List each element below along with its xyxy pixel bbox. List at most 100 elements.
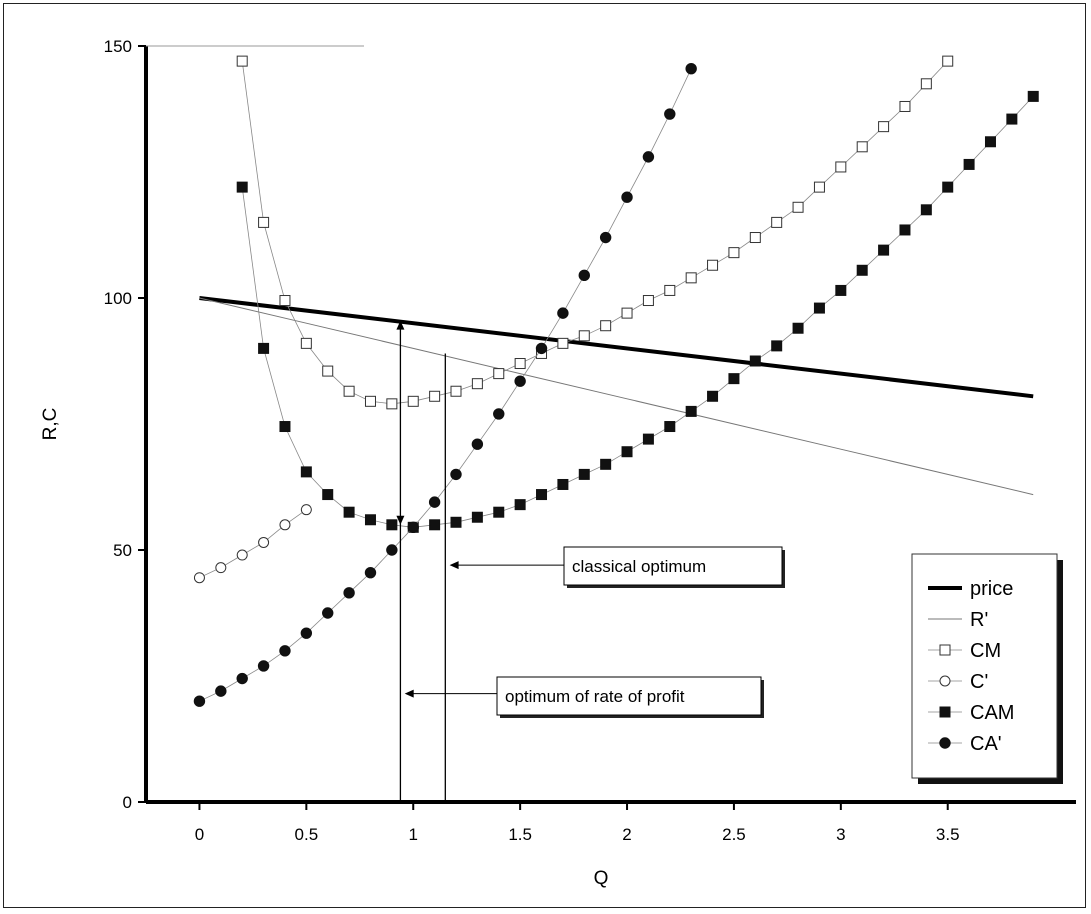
data-point bbox=[685, 272, 697, 284]
data-point bbox=[856, 264, 868, 276]
data-point bbox=[322, 489, 334, 501]
data-point bbox=[1027, 90, 1039, 102]
data-point bbox=[236, 549, 248, 561]
legend-swatch-marker bbox=[939, 675, 951, 687]
data-point bbox=[1006, 113, 1018, 125]
data-point bbox=[471, 378, 483, 390]
legend-swatch-marker bbox=[939, 644, 951, 656]
data-point bbox=[642, 151, 655, 163]
legend-item: C' bbox=[928, 671, 988, 693]
data-point bbox=[664, 421, 676, 433]
legend-label: C' bbox=[970, 671, 988, 693]
data-point bbox=[642, 433, 654, 445]
data-point bbox=[300, 337, 312, 349]
price-line bbox=[199, 296, 1034, 399]
legend-box bbox=[911, 553, 1058, 779]
figure-frame: 0 50 100 150 0 0.5 1 1.5 2 2.5 3 3.5 Q R,C classical … bbox=[3, 3, 1086, 908]
data-point bbox=[600, 320, 612, 332]
data-point bbox=[728, 247, 740, 259]
data-point bbox=[664, 284, 676, 296]
data-point bbox=[279, 421, 291, 433]
data-point bbox=[407, 521, 419, 534]
annotation-text: classical optimum bbox=[572, 557, 706, 576]
data-point bbox=[300, 466, 312, 478]
data-point bbox=[514, 499, 526, 511]
data-point bbox=[557, 337, 569, 349]
vertical-marker-1 bbox=[396, 320, 405, 802]
chart: 0 50 100 150 0 0.5 1 1.5 2 2.5 3 3.5 Q R,C classical … bbox=[40, 37, 1076, 889]
data-point bbox=[343, 506, 355, 518]
data-point bbox=[450, 516, 462, 528]
data-point bbox=[749, 232, 761, 244]
data-point bbox=[984, 136, 996, 148]
x-tick-label: 2.5 bbox=[722, 825, 746, 844]
data-point bbox=[322, 365, 334, 377]
y-tick-label: 100 bbox=[104, 289, 132, 308]
data-point bbox=[322, 607, 334, 619]
data-point bbox=[236, 672, 248, 685]
data-point bbox=[878, 121, 890, 133]
data-point bbox=[621, 191, 633, 203]
legend-label: CM bbox=[970, 640, 1001, 662]
data-point bbox=[685, 62, 697, 75]
arrow-head-up bbox=[396, 320, 405, 330]
data-point bbox=[942, 181, 954, 193]
annotation-2: optimum of rate of profit bbox=[404, 676, 764, 718]
legend-label: price bbox=[970, 578, 1013, 600]
data-point bbox=[621, 446, 633, 458]
series-connector-line bbox=[241, 60, 948, 405]
x-tick-label: 3.5 bbox=[936, 825, 960, 844]
legend-item: CA' bbox=[928, 733, 1002, 755]
data-point bbox=[920, 78, 932, 90]
data-point bbox=[813, 181, 825, 193]
series-thin-line bbox=[199, 297, 1034, 496]
data-point bbox=[386, 544, 398, 556]
data-point bbox=[215, 562, 227, 574]
series-filled-square bbox=[236, 90, 1039, 533]
annotation-arrow-head bbox=[449, 561, 459, 570]
data-point bbox=[878, 244, 890, 256]
data-point bbox=[257, 660, 270, 672]
data-point bbox=[920, 204, 932, 216]
data-point bbox=[621, 307, 633, 319]
data-point bbox=[429, 390, 441, 402]
data-point bbox=[578, 330, 590, 342]
data-point bbox=[685, 405, 697, 417]
data-point bbox=[407, 395, 419, 407]
data-point bbox=[386, 398, 398, 410]
legend-swatch-marker bbox=[939, 737, 951, 749]
legend: price R' CM C' CAM CA' bbox=[911, 553, 1063, 784]
x-tick-label: 0 bbox=[195, 825, 204, 844]
annotation-box bbox=[563, 546, 783, 586]
data-point bbox=[557, 478, 569, 490]
legend-label: CA' bbox=[970, 733, 1002, 755]
data-point bbox=[600, 458, 612, 470]
y-tick-label: 50 bbox=[113, 541, 132, 560]
series-open-square bbox=[236, 55, 954, 410]
data-point bbox=[792, 201, 804, 213]
data-point bbox=[664, 108, 676, 120]
data-point bbox=[493, 368, 505, 380]
data-point bbox=[258, 216, 270, 228]
series-connector-line bbox=[241, 96, 1034, 528]
data-point bbox=[835, 284, 847, 296]
annotation-text: optimum of rate of profit bbox=[505, 687, 685, 706]
data-point bbox=[792, 322, 804, 334]
data-point bbox=[279, 295, 291, 307]
data-point bbox=[771, 216, 783, 228]
data-point bbox=[493, 506, 505, 518]
data-point bbox=[578, 468, 590, 480]
data-point bbox=[899, 224, 911, 236]
data-point bbox=[514, 358, 526, 370]
data-point bbox=[557, 307, 569, 319]
data-point bbox=[364, 566, 377, 579]
data-point bbox=[493, 408, 505, 420]
data-point bbox=[279, 645, 291, 657]
x-tick-label: 1.5 bbox=[508, 825, 532, 844]
legend-item: price bbox=[928, 578, 1013, 600]
data-point bbox=[236, 181, 248, 193]
data-point bbox=[578, 269, 590, 282]
legend-swatch-marker bbox=[939, 706, 951, 718]
data-point bbox=[813, 302, 825, 314]
data-point bbox=[258, 536, 270, 548]
